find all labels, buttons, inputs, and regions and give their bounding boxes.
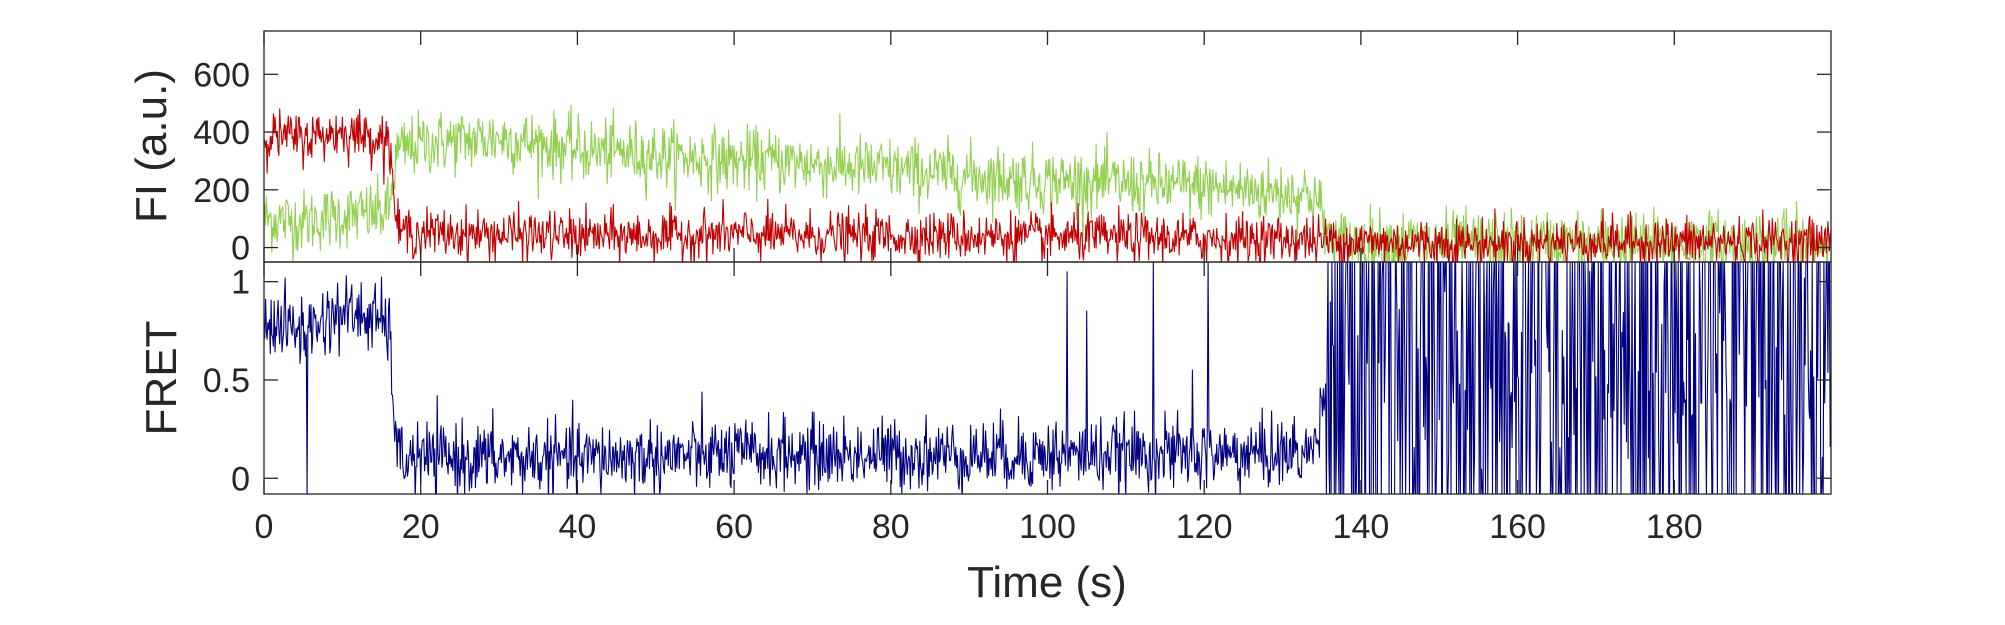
- fluorescence-y-tick-label: 0: [231, 230, 250, 268]
- time-x-axis-label: Time (s): [967, 558, 1127, 607]
- fluorescence-series-line-0: [264, 104, 1831, 262]
- time-x-tick-label: 20: [402, 508, 440, 546]
- fret-y-tick-label: 0: [231, 460, 250, 498]
- time-x-tick-label: 180: [1646, 508, 1703, 546]
- fluorescence-y-tick-label: 400: [193, 114, 250, 152]
- fret-series-line-0: [264, 262, 1831, 494]
- time-x-tick-label: 60: [715, 508, 753, 546]
- fret-y-axis-label: FRET: [137, 321, 186, 436]
- fluorescence-series-line-1: [264, 108, 1831, 262]
- time-x-tick-label: 100: [1019, 508, 1076, 546]
- fret-y-tick-label: 1: [231, 264, 250, 302]
- fluorescence-y-tick-label: 600: [193, 56, 250, 94]
- fret-series-group: [264, 262, 1831, 494]
- fluorescence-panel: 0 200 400 600 FI (a.u.): [127, 30, 1832, 268]
- fret-panel: 00.51 0 20 40 60 80 100 120 140 160 180 FRET Time…: [137, 261, 1832, 607]
- fluorescence-y-axis-label: FI (a.u.): [127, 69, 176, 223]
- fluorescence-series-group: [264, 104, 1831, 262]
- time-x-tick-label: 0: [255, 508, 274, 546]
- time-x-tick-label: 160: [1489, 508, 1546, 546]
- time-x-tick-label: 80: [872, 508, 910, 546]
- time-x-tick-label: 120: [1176, 508, 1233, 546]
- time-x-ticks: 0 20 40 60 80 100 120 140 160 180: [255, 262, 1703, 546]
- fret-y-ticks: 00.51: [203, 264, 1831, 498]
- time-x-tick-label: 140: [1333, 508, 1390, 546]
- fluorescence-y-tick-label: 200: [193, 172, 250, 210]
- time-x-tick-label: 40: [558, 508, 596, 546]
- fluorescence-y-ticks: 0 200 400 600: [193, 31, 1831, 268]
- fret-y-tick-label: 0.5: [203, 362, 250, 400]
